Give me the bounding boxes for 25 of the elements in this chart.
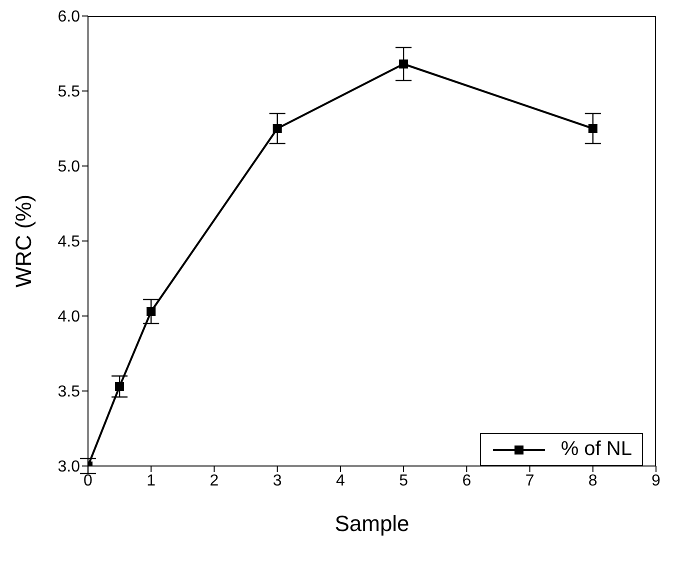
x-axis-title: Sample	[334, 511, 410, 536]
x-tick-label: 0	[84, 472, 93, 490]
y-tick-label: 5.0	[58, 158, 80, 176]
y-tick-label: 5.5	[58, 84, 80, 101]
x-tick-label: 1	[146, 472, 156, 490]
y-tick-label: 6.0	[58, 8, 80, 26]
y-tick-label: 4.5	[58, 234, 80, 251]
x-tick-label: 8	[588, 472, 598, 490]
y-tick-label: 3.0	[58, 458, 80, 476]
x-tick-label: 3	[272, 472, 282, 490]
x-tick-label: 9	[652, 472, 661, 490]
x-tick-label: 4	[336, 472, 345, 490]
x-tick-label: 7	[525, 472, 534, 490]
point	[146, 307, 156, 316]
x-tick-label: 5	[399, 472, 408, 490]
y-tick-label: 3.5	[58, 384, 80, 401]
y-axis-title: WRC (%)	[10, 194, 36, 288]
legend-label: % of NL	[560, 438, 632, 461]
point	[115, 382, 124, 391]
point	[272, 124, 282, 133]
point	[588, 124, 598, 133]
point	[399, 60, 408, 68]
x-tick-label: 2	[210, 472, 219, 490]
y-tick-label: 4.0	[58, 308, 80, 326]
x-tick-label: 6	[462, 472, 472, 490]
